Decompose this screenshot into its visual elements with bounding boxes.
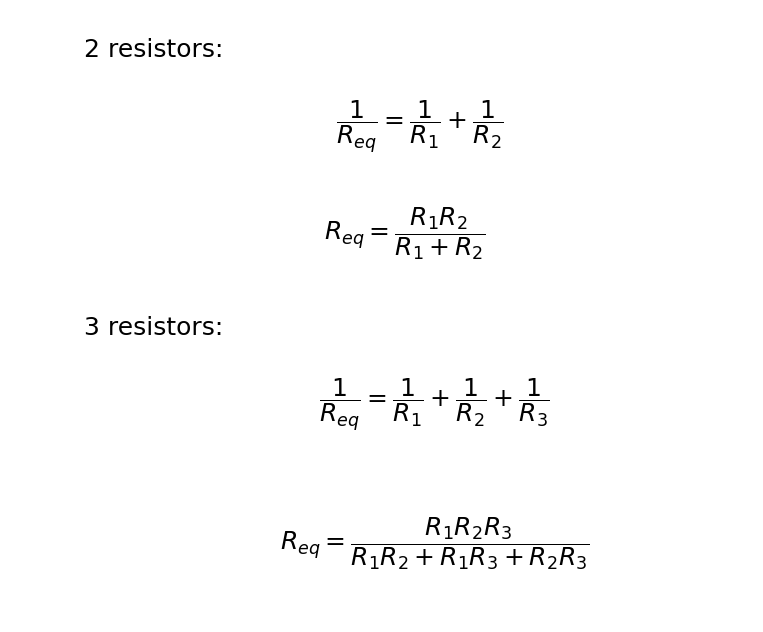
Text: $\dfrac{1}{R_{eq}} = \dfrac{1}{R_1} + \dfrac{1}{R_2} + \dfrac{1}{R_3}$: $\dfrac{1}{R_{eq}} = \dfrac{1}{R_1} + \d… (320, 376, 550, 433)
Text: $R_{eq} = \dfrac{R_1 R_2 R_3}{R_1 R_2 + R_1 R_3 + R_2 R_3}$: $R_{eq} = \dfrac{R_1 R_2 R_3}{R_1 R_2 + … (280, 516, 590, 571)
Text: $\dfrac{1}{R_{eq}} = \dfrac{1}{R_1} + \dfrac{1}{R_2}$: $\dfrac{1}{R_{eq}} = \dfrac{1}{R_1} + \d… (336, 98, 504, 155)
Text: $R_{eq} = \dfrac{R_1 R_2}{R_1 + R_2}$: $R_{eq} = \dfrac{R_1 R_2}{R_1 + R_2}$ (324, 206, 485, 262)
Text: 2 resistors:: 2 resistors: (84, 38, 224, 62)
Text: 3 resistors:: 3 resistors: (84, 316, 224, 340)
